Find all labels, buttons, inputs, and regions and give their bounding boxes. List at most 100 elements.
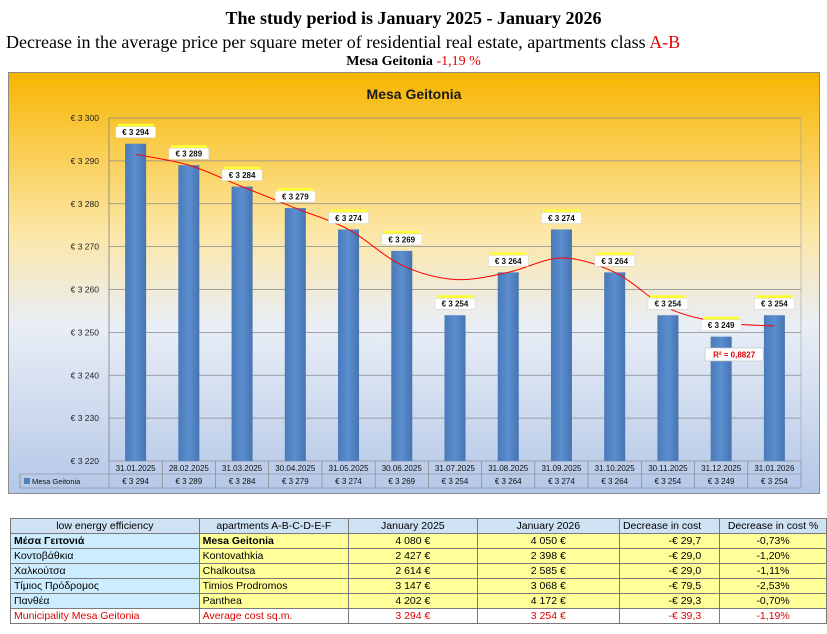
data-label-highlight [117,123,154,127]
chart-title: Mesa Geitonia [367,86,462,102]
bar [338,229,360,461]
data-label-box [275,190,316,203]
x-tick-label: 31.12.2025 [701,464,742,473]
data-label: € 3 274 [548,214,575,223]
table-row: Πανθέα Panthea 4 202 €4 172 € -€ 29,3 -0,70% [10,593,827,609]
bar [231,186,253,461]
table-cell: apartments A-B-C-D-E-F [198,518,350,534]
table-cell: Timios Prodromos [198,578,350,594]
bar [763,315,785,461]
data-label-highlight [170,145,207,149]
table-cell: January 2026 [476,518,620,534]
data-label-box [168,147,210,160]
table-cell: Mesa Geitonia [198,533,350,549]
data-label-box [700,319,742,331]
y-axis-ticks: € 3 220 € 3 230 € 3 240 € 3 250 € 3 260 € 3 2… [71,113,100,466]
data-label: € 3 264 [495,257,522,266]
data-label-box [647,297,689,310]
table-cell: low energy efficiency [10,518,200,534]
data-label-box [541,212,582,224]
data-label-box [434,297,476,310]
table-cell: 4 172 € [476,593,620,609]
legend-label: Mesa Geitonia [32,477,81,486]
data-label-box [115,126,156,138]
table-cell: 3 294 € [348,608,478,624]
data-label-box [221,169,263,181]
x-tick-label: 28.02.2025 [169,464,210,473]
x-table-value: € 3 279 [282,477,309,486]
y-tick-label: € 3 250 [71,327,100,337]
table-cell: Πανθέα [10,593,200,609]
table-cell: 4 202 € [348,593,478,609]
table-cell: -2,53% [719,578,827,594]
x-table-value: € 3 254 [442,477,469,486]
x-tick-label: 31.07.2025 [435,464,476,473]
table-cell: -1,19% [719,608,827,624]
table-cell: -€ 29,7 [618,533,721,549]
x-table-value: € 3 254 [655,477,682,486]
bar [391,250,413,461]
y-tick-label: € 3 230 [71,413,100,423]
x-tick-label: 30.04.2025 [275,464,316,473]
data-label: € 3 269 [388,235,415,244]
table-cell: 4 050 € [476,533,620,549]
data-label-highlight [703,316,740,320]
y-tick-label: € 3 220 [71,456,100,466]
bar [497,272,519,461]
x-table-value: € 3 274 [548,477,575,486]
y-tick-label: € 3 290 [71,156,100,166]
data-label-box [594,255,635,267]
data-label-box [487,255,529,267]
table-cell: Kontovathkia [198,548,350,564]
bar [125,143,147,461]
price-chart: Mesa Geitonia € 3 220€ 3 230€ 3 240€ 3 2… [8,72,820,494]
table-cell: -1,20% [719,548,827,564]
data-label: € 3 254 [442,300,469,309]
table-cell: 3 254 € [476,608,620,624]
x-tick-label: 31.01.2025 [116,464,157,473]
bar [550,229,572,461]
area-name: Mesa Geitonia [346,54,433,69]
subtitle-class: A-B [649,32,681,52]
data-label: € 3 279 [282,193,309,202]
data-label: € 3 289 [175,150,202,159]
data-label-highlight [649,295,686,299]
x-tick-label: 31.03.2025 [222,464,263,473]
table-cell: -1,11% [719,563,827,579]
data-label-highlight [224,166,261,170]
data-label: € 3 254 [761,300,788,309]
bar [657,315,679,461]
x-table-value: € 3 264 [495,477,522,486]
y-tick-label: € 3 280 [71,199,100,209]
x-table-value: € 3 269 [388,477,415,486]
subtitle: Decrease in the average price per square… [6,32,680,53]
table-cell: Average cost sq.m. [198,608,350,624]
table-cell: Decrease in cost [618,518,721,534]
data-label: € 3 249 [708,321,735,330]
x-table-value: € 3 289 [175,477,202,486]
table-header-row: low energy efficiency apartments A-B-C-D-… [10,518,827,534]
x-tick-label: 31.01.2026 [754,464,795,473]
x-table-value: € 3 264 [601,477,628,486]
table-cell: -€ 79,5 [618,578,721,594]
table-cell: -€ 29,0 [618,563,721,579]
table-cell: January 2025 [348,518,478,534]
y-tick-label: € 3 300 [71,113,100,123]
area-change-heading: Mesa Geitonia -1,19 % [0,54,827,70]
data-label: € 3 284 [229,171,256,180]
cost-table: low energy efficiency apartments A-B-C-D-… [10,518,827,624]
table-cell: Μέσα Γειτονιά [10,533,200,549]
table-cell: 3 068 € [476,578,620,594]
table-row: Μέσα Γειτονιά Mesa Geitonia 4 080 €4 050 €… [10,533,827,549]
table-cell: 2 427 € [348,548,478,564]
bar [178,165,200,461]
table-cell: 2 585 € [476,563,620,579]
y-tick-label: € 3 260 [71,285,100,295]
x-tick-label: 31.08.2025 [488,464,529,473]
data-label-highlight [490,252,527,256]
table-cell: Chalkoutsa [198,563,350,579]
data-label-highlight [383,230,420,234]
data-label: € 3 274 [335,214,362,223]
table-cell: 2 614 € [348,563,478,579]
x-table-value: € 3 284 [229,477,256,486]
